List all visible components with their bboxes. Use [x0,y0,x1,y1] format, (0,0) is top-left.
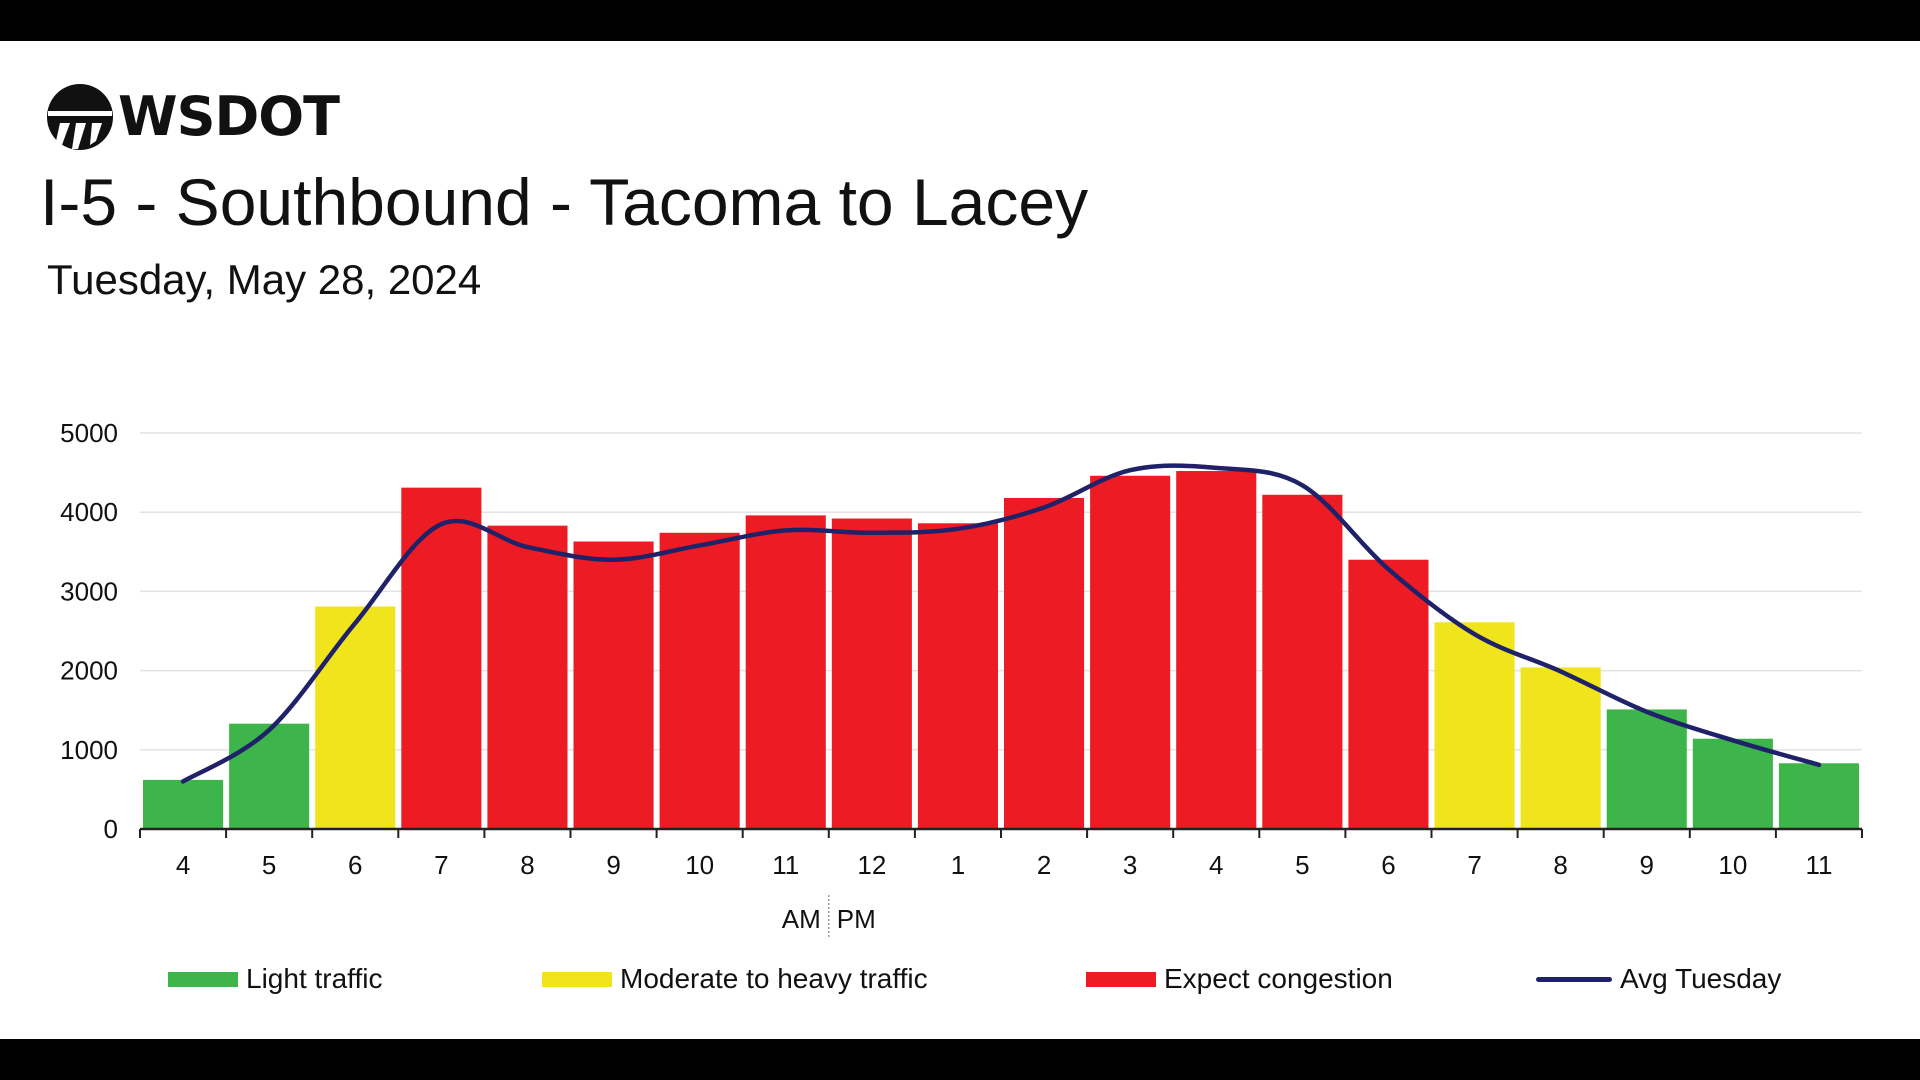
bar-congestion [659,532,740,829]
x-tick-label: 1 [951,850,965,880]
x-tick-label: 2 [1037,850,1051,880]
bar-moderate [1520,667,1601,829]
x-tick-label: 9 [606,850,620,880]
legend-item-congestion: Expect congestion [1086,963,1393,995]
avg-tuesday-line [180,463,1822,784]
chart-legend: Light traffic Moderate to heavy traffic … [0,963,1920,1003]
legend-label-light: Light traffic [246,963,383,994]
x-tick-label: 7 [1467,850,1481,880]
grid-layer [140,432,1862,751]
y-tick-label: 0 [104,814,118,844]
bar-light [1692,738,1773,829]
chart-title: I-5 - Southbound - Tacoma to Lacey [40,165,1089,239]
x-tick-label: 6 [348,850,362,880]
x-tick-label: 9 [1640,850,1654,880]
x-tick-label: 4 [1209,850,1223,880]
bar-congestion [1090,475,1171,829]
bar-congestion [917,523,998,829]
wsdot-logo-icon [47,84,113,150]
line-layer [180,463,1822,784]
legend-label-moderate: Moderate to heavy traffic [620,963,928,994]
legend-label-avg: Avg Tuesday [1620,963,1782,994]
bar-moderate [315,606,396,829]
legend-swatch-avg [1536,976,1612,982]
x-tick-label: 3 [1123,850,1137,880]
chart-panel: WSDOT I-5 - Southbound - Tacoma to Lacey… [0,41,1920,1039]
bar-congestion [487,525,568,829]
am-label: AM [782,904,821,934]
bar-light [143,779,224,829]
bar-light [1778,763,1859,829]
bar-light [1606,709,1687,829]
y-tick-label: 2000 [60,656,118,686]
x-tick-label: 7 [434,850,448,880]
brand-name: WSDOT [118,85,340,148]
x-tick-label: 4 [176,850,190,880]
legend-item-avg: Avg Tuesday [1536,963,1781,995]
y-tick-label: 5000 [60,418,118,448]
x-tick-label: 10 [1718,850,1747,880]
legend-item-light: Light traffic [168,963,382,995]
legend-item-moderate: Moderate to heavy traffic [542,963,928,995]
bar-light [229,723,310,829]
x-tick-label: 11 [772,850,799,880]
pm-label: PM [837,904,876,934]
bar-congestion [1004,497,1085,829]
y-tick-label: 3000 [60,576,118,606]
wsdot-logo: WSDOT [46,81,340,153]
letterbox-bottom [0,1039,1920,1080]
legend-label-congestion: Expect congestion [1164,963,1393,994]
legend-swatch-moderate [542,971,612,987]
bar-congestion [745,515,826,829]
legend-swatch-light [168,971,238,987]
y-tick-label: 4000 [60,497,118,527]
x-tick-label: 11 [1805,850,1832,880]
x-tick-label: 10 [685,850,714,880]
x-tick-label: 8 [520,850,534,880]
bar-layer [143,471,1859,829]
legend-swatch-congestion [1086,971,1156,987]
bar-congestion [401,487,482,829]
bar-congestion [831,518,912,829]
bar-congestion [1348,559,1429,829]
x-tick-label: 5 [1295,850,1309,880]
bar-congestion [573,541,654,829]
x-tick-label: 5 [262,850,276,880]
letterbox-top [0,0,1920,41]
bar-moderate [1434,622,1515,829]
bar-congestion [1176,471,1257,829]
chart-date: Tuesday, May 28, 2024 [47,256,482,303]
x-tick-label: 8 [1553,850,1567,880]
x-tick-label: 6 [1381,850,1395,880]
bar-congestion [1262,494,1343,829]
y-tick-label: 1000 [60,735,118,765]
x-tick-label: 12 [857,850,886,880]
